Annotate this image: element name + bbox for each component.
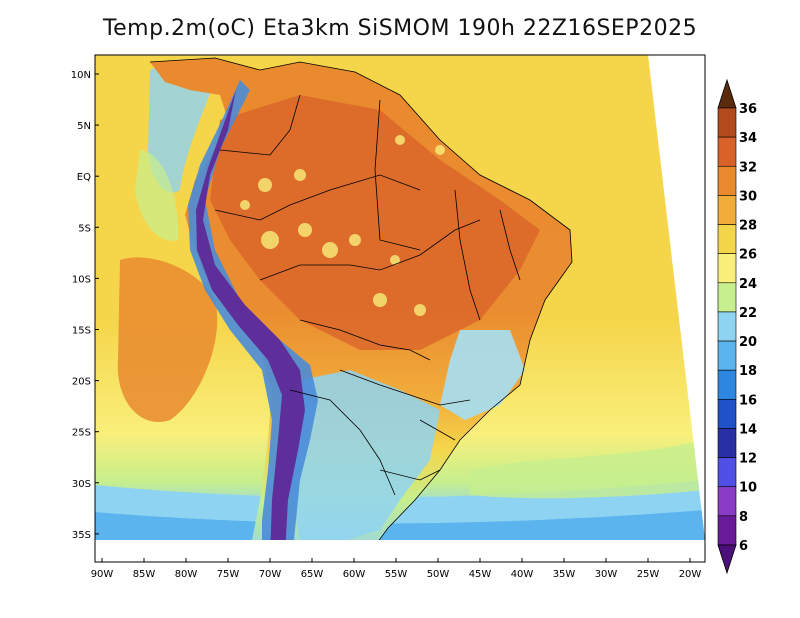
lon-tick-label: 65W bbox=[301, 569, 324, 580]
map-field bbox=[95, 55, 705, 540]
colorbar-segment bbox=[717, 428, 737, 458]
lon-tick-label: 55W bbox=[385, 569, 408, 580]
lon-tick-label: 75W bbox=[217, 569, 240, 580]
lon-tick-label: 25W bbox=[637, 569, 660, 580]
colorbar-segment bbox=[717, 195, 737, 225]
colorbar-segment bbox=[717, 340, 737, 371]
lat-tick-label: 15S bbox=[72, 326, 91, 337]
lon-tick-label: 30W bbox=[595, 569, 618, 580]
lat-tick-label: 35S bbox=[72, 530, 91, 541]
colorbar-label: 26 bbox=[739, 248, 757, 263]
southeast-cool-land bbox=[440, 330, 525, 420]
pacific-cool-strip bbox=[148, 64, 215, 193]
lon-tick-label: 50W bbox=[427, 569, 450, 580]
lat-tick-label: 10S bbox=[72, 274, 91, 285]
colorbar-segment bbox=[717, 224, 737, 254]
colorbar-label: 18 bbox=[739, 364, 757, 379]
map-frame bbox=[94, 54, 706, 563]
latitude-axis: 10N 5N EQ 5S 10S 15S 20S 25S 30S 35S bbox=[71, 70, 99, 541]
colorbar-label: 20 bbox=[739, 335, 757, 350]
lon-tick-label: 35W bbox=[553, 569, 576, 580]
colorbar-segment bbox=[717, 282, 737, 313]
colorbar-segment bbox=[717, 457, 737, 488]
colorbar-label: 22 bbox=[739, 306, 757, 321]
colorbar-label: 24 bbox=[739, 277, 757, 292]
colorbar-label: 30 bbox=[739, 189, 757, 204]
colorbar-segment bbox=[717, 311, 737, 342]
colorbar-label: 14 bbox=[739, 422, 757, 437]
colorbar-label: 36 bbox=[739, 102, 757, 117]
colorbar-segment bbox=[717, 253, 737, 284]
lon-tick-label: 40W bbox=[511, 569, 534, 580]
lat-tick-label: 20S bbox=[72, 377, 91, 388]
lon-tick-label: 80W bbox=[175, 569, 198, 580]
lat-tick-label: 5N bbox=[77, 121, 91, 132]
lon-tick-label: 90W bbox=[91, 569, 114, 580]
colorbar-segment bbox=[717, 486, 737, 517]
lat-tick-label: 25S bbox=[72, 428, 91, 439]
colorbar-label: 34 bbox=[739, 131, 757, 146]
lon-tick-label: 85W bbox=[133, 569, 156, 580]
colorbar-label: 32 bbox=[739, 160, 757, 175]
colorbar-segment bbox=[717, 515, 737, 546]
borders bbox=[149, 57, 573, 540]
colorbar-segment bbox=[717, 136, 737, 167]
lon-tick-label: 70W bbox=[259, 569, 282, 580]
colorbar-segment bbox=[717, 165, 737, 196]
colorbar-segment bbox=[717, 399, 737, 429]
atlantic-cool-area bbox=[470, 440, 705, 499]
lat-tick-label: 10N bbox=[71, 70, 91, 81]
colorbar-top-arrow bbox=[717, 78, 737, 109]
south-cool-land bbox=[290, 370, 440, 540]
longitude-axis: 90W 85W 80W 75W 70W 65W 60W 55W 50W 45W 40W 35W 30W 2… bbox=[91, 558, 702, 580]
lon-tick-label: 60W bbox=[343, 569, 366, 580]
warm-spots bbox=[240, 135, 445, 316]
lon-tick-label: 20W bbox=[679, 569, 702, 580]
lat-tick-label: 5S bbox=[78, 223, 91, 234]
map-title: Temp.2m(oC) Eta3km SiSMOM 190h 22Z16SEP2… bbox=[102, 16, 698, 41]
colorbar-label: 16 bbox=[739, 393, 757, 408]
pacific-warm-patch bbox=[117, 257, 218, 422]
colorbar-label: 28 bbox=[739, 219, 757, 234]
hot-interior bbox=[210, 95, 540, 350]
lon-tick-label: 45W bbox=[469, 569, 492, 580]
colorbar-segment bbox=[717, 369, 737, 400]
colorbar-label: 12 bbox=[739, 452, 757, 467]
lat-tick-label: 30S bbox=[72, 479, 91, 490]
colorbar-label: 6 bbox=[739, 539, 748, 554]
colorbar-bottom-arrow bbox=[717, 544, 737, 575]
andes-core bbox=[196, 90, 305, 540]
colorbar-segment bbox=[717, 107, 737, 138]
colorbar-label: 10 bbox=[739, 481, 757, 496]
colorbar: 36 34 32 30 28 26 24 22 20 18 16 14 12 10 8 6 bbox=[717, 78, 757, 575]
colorbar-label: 8 bbox=[739, 510, 748, 525]
pacific-green-strip bbox=[135, 150, 179, 241]
lat-tick-label: EQ bbox=[77, 172, 91, 183]
